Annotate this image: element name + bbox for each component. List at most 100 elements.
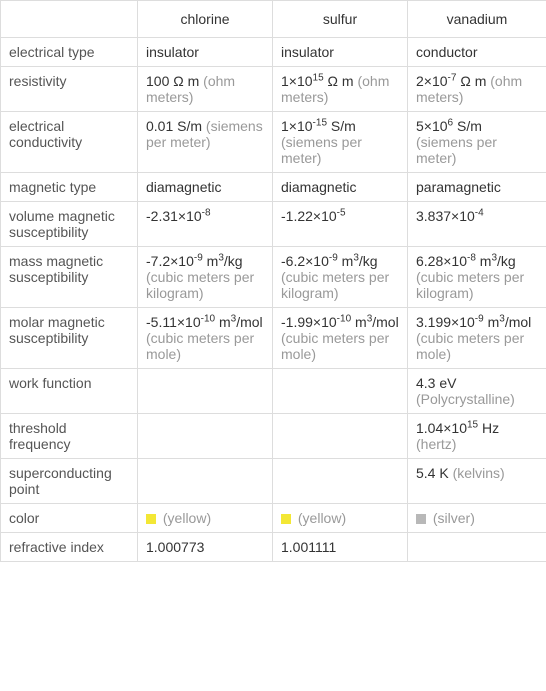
color-swatch (281, 514, 291, 524)
property-label: color (1, 504, 138, 533)
value-text: 1×10 (281, 73, 313, 89)
exponent: -9 (329, 252, 338, 263)
exponent: -8 (202, 207, 211, 218)
exponent: -9 (475, 313, 484, 324)
cell-value: 4.3 eV (Polycrystalline) (408, 369, 546, 414)
cell-value: 5×106 S/m (siemens per meter) (408, 112, 546, 173)
property-label: resistivity (1, 67, 138, 112)
cell-value: -6.2×10-9 m3/kg (cubic meters per kilogr… (273, 247, 408, 308)
exponent: -10 (337, 313, 351, 324)
unit-text: (Polycrystalline) (416, 391, 515, 407)
cell-value: -5.11×10-10 m3/mol (cubic meters per mol… (138, 308, 273, 369)
cell-value: -7.2×10-9 m3/kg (cubic meters per kilogr… (138, 247, 273, 308)
value-text: 5.4 K (416, 465, 449, 481)
cell-value: -1.22×10-5 (273, 202, 408, 247)
unit-text: (cubic meters per kilogram) (281, 269, 389, 301)
table-row: work function 4.3 eV (Polycrystalline) (1, 369, 546, 414)
cell-value: 3.199×10-9 m3/mol (cubic meters per mole… (408, 308, 546, 369)
cell-value: -1.99×10-10 m3/mol (cubic meters per mol… (273, 308, 408, 369)
table-row: resistivity 100 Ω m (ohm meters) 1×1015 … (1, 67, 546, 112)
value-text: -7.2×10 (146, 253, 194, 269)
cell-value: 100 Ω m (ohm meters) (138, 67, 273, 112)
cell-value: 1.000773 (138, 533, 273, 562)
value-text: 0.01 S/m (146, 118, 202, 134)
color-name: (yellow) (294, 510, 346, 526)
exponent: -15 (313, 117, 327, 128)
value-text: S/m (327, 118, 356, 134)
unit-text: (cubic meters per mole) (416, 330, 524, 362)
property-label: electrical type (1, 38, 138, 67)
property-label: electrical conductivity (1, 112, 138, 173)
header-sulfur: sulfur (273, 1, 408, 38)
value-text: 1×10 (281, 118, 313, 134)
cell-value (273, 414, 408, 459)
value-text: m (203, 253, 219, 269)
unit-text: (cubic meters per kilogram) (146, 269, 254, 301)
unit-text: (cubic meters per mole) (281, 330, 389, 362)
value-text: m (215, 314, 231, 330)
value-text: /kg (224, 253, 243, 269)
table-row: magnetic type diamagnetic diamagnetic pa… (1, 173, 546, 202)
property-label: refractive index (1, 533, 138, 562)
value-text: /mol (236, 314, 262, 330)
value-text: /kg (359, 253, 378, 269)
cell-value: paramagnetic (408, 173, 546, 202)
value-text: -1.22×10 (281, 208, 337, 224)
cell-value: 2×10-7 Ω m (ohm meters) (408, 67, 546, 112)
cell-value: insulator (273, 38, 408, 67)
value-text: 4.3 eV (416, 375, 456, 391)
value-text: -1.99×10 (281, 314, 337, 330)
value-text: S/m (453, 118, 482, 134)
exponent: 15 (313, 72, 324, 83)
value-text: /kg (497, 253, 516, 269)
property-label: mass magnetic susceptibility (1, 247, 138, 308)
unit-text: (siemens per meter) (416, 134, 497, 166)
value-text: /mol (505, 314, 531, 330)
table-row: mass magnetic susceptibility -7.2×10-9 m… (1, 247, 546, 308)
value-text: 1.04×10 (416, 420, 467, 436)
unit-text: (siemens per meter) (281, 134, 362, 166)
value-text: m (338, 253, 354, 269)
cell-value: diamagnetic (138, 173, 273, 202)
value-text: 3.199×10 (416, 314, 475, 330)
value-text: 100 Ω m (146, 73, 199, 89)
table-row: refractive index 1.000773 1.001111 (1, 533, 546, 562)
exponent: -10 (201, 313, 215, 324)
exponent: -5 (337, 207, 346, 218)
table-row: electrical conductivity 0.01 S/m (siemen… (1, 112, 546, 173)
table-row: volume magnetic susceptibility -2.31×10-… (1, 202, 546, 247)
table-row: superconducting point 5.4 K (kelvins) (1, 459, 546, 504)
value-text: 5×10 (416, 118, 448, 134)
value-text: 6.28×10 (416, 253, 467, 269)
table-row: molar magnetic susceptibility -5.11×10-1… (1, 308, 546, 369)
value-text: /mol (372, 314, 398, 330)
color-swatch (146, 514, 156, 524)
unit-text: (hertz) (416, 436, 456, 452)
unit-text: (kelvins) (449, 465, 505, 481)
table-row: color (yellow) (yellow) (silver) (1, 504, 546, 533)
cell-value (138, 414, 273, 459)
table-row: electrical type insulator insulator cond… (1, 38, 546, 67)
cell-value: 6.28×10-8 m3/kg (cubic meters per kilogr… (408, 247, 546, 308)
property-label: work function (1, 369, 138, 414)
cell-value: (yellow) (138, 504, 273, 533)
header-empty (1, 1, 138, 38)
unit-text: (cubic meters per mole) (146, 330, 254, 362)
cell-value: 3.837×10-4 (408, 202, 546, 247)
property-label: superconducting point (1, 459, 138, 504)
exponent: -4 (475, 207, 484, 218)
unit-text: (cubic meters per kilogram) (416, 269, 524, 301)
header-chlorine: chlorine (138, 1, 273, 38)
cell-value (273, 459, 408, 504)
value-text: Ω m (324, 73, 354, 89)
property-label: molar magnetic susceptibility (1, 308, 138, 369)
value-text: m (476, 253, 492, 269)
header-vanadium: vanadium (408, 1, 546, 38)
cell-value: 1×10-15 S/m (siemens per meter) (273, 112, 408, 173)
cell-value: (yellow) (273, 504, 408, 533)
cell-value (138, 459, 273, 504)
value-text: 2×10 (416, 73, 448, 89)
exponent: 15 (467, 419, 478, 430)
cell-value: 1.04×1015 Hz (hertz) (408, 414, 546, 459)
cell-value: -2.31×10-8 (138, 202, 273, 247)
